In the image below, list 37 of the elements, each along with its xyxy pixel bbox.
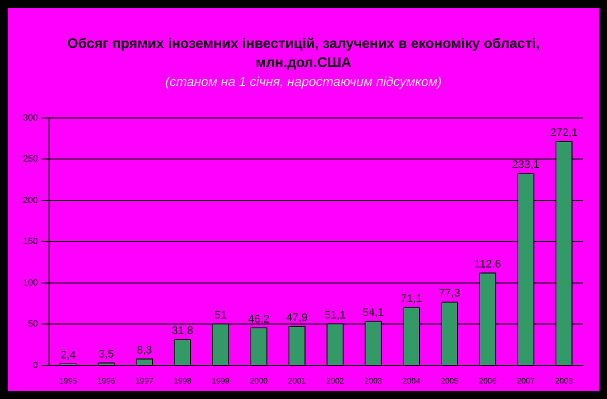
y-tick-label: 250	[22, 154, 38, 164]
x-tick-label: 2000	[250, 376, 268, 386]
x-tick-label: 2001	[288, 376, 306, 386]
data-label: 2,4	[60, 349, 76, 362]
x-tick-label: 2008	[555, 376, 574, 386]
y-tick-label: 300	[22, 112, 38, 122]
y-tick-label: 0	[33, 360, 38, 370]
x-tick-label: 1996	[97, 376, 116, 386]
x-tick-label: 2003	[364, 376, 383, 386]
data-label: 31,8	[172, 325, 194, 338]
data-label: 233,1	[512, 159, 540, 172]
x-tick-label: 2004	[402, 376, 421, 386]
x-tick-label: 2002	[326, 376, 345, 386]
x-tick-label: 2007	[516, 376, 536, 386]
data-label: 51	[214, 309, 227, 322]
x-tick-label: 1998	[174, 376, 192, 386]
data-label: 54,1	[362, 306, 384, 319]
data-label: 272,1	[550, 127, 578, 140]
x-tick-label: 1999	[212, 376, 230, 386]
data-label: 77,3	[438, 288, 460, 300]
data-label: 46,2	[248, 313, 270, 326]
data-label: 47,9	[286, 312, 308, 324]
x-tick-label: 2006	[478, 376, 498, 386]
x-tick-label: 1997	[135, 376, 154, 386]
data-label: 112,6	[474, 258, 502, 271]
chart-subtitle: (станом на 1 січня, наростаючим підсумком)	[165, 74, 442, 89]
data-label: 51,1	[324, 309, 346, 322]
x-tick-label: 1995	[59, 376, 78, 386]
y-tick-label: 50	[28, 318, 38, 329]
data-label: 3,5	[98, 348, 114, 361]
y-tick-label: 150	[22, 236, 38, 246]
y-tick-label: 100	[22, 277, 38, 288]
data-label: 8,3	[136, 344, 152, 357]
data-label: 71,1	[400, 292, 422, 305]
x-tick-label: 2005	[440, 376, 459, 386]
y-tick-label: 200	[22, 194, 38, 205]
chart-title: Обсяг прямих іноземних інвестицій, залучених в економіку області, млн.дол.США	[67, 35, 540, 70]
